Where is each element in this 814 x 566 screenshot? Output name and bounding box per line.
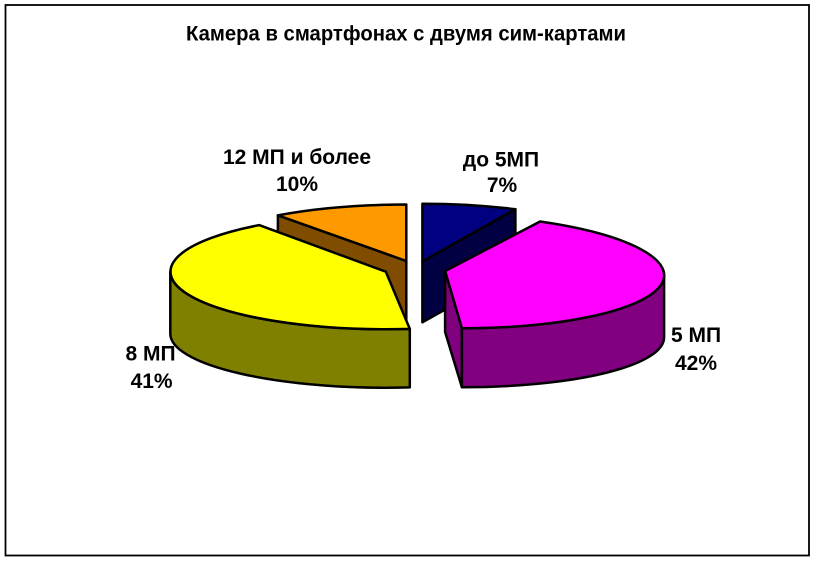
svg-text:8 МП: 8 МП <box>125 343 175 366</box>
svg-text:7%: 7% <box>487 174 518 197</box>
svg-text:10%: 10% <box>276 173 318 196</box>
svg-text:Камера в смартфонах с двумя си: Камера в смартфонах с двумя сим-картами <box>186 23 626 46</box>
svg-text:до 5МП: до 5МП <box>463 149 539 172</box>
svg-text:42%: 42% <box>675 352 717 375</box>
svg-text:12 МП и более: 12 МП и более <box>223 146 371 169</box>
svg-text:41%: 41% <box>131 370 173 393</box>
svg-text:5 МП: 5 МП <box>671 324 721 347</box>
